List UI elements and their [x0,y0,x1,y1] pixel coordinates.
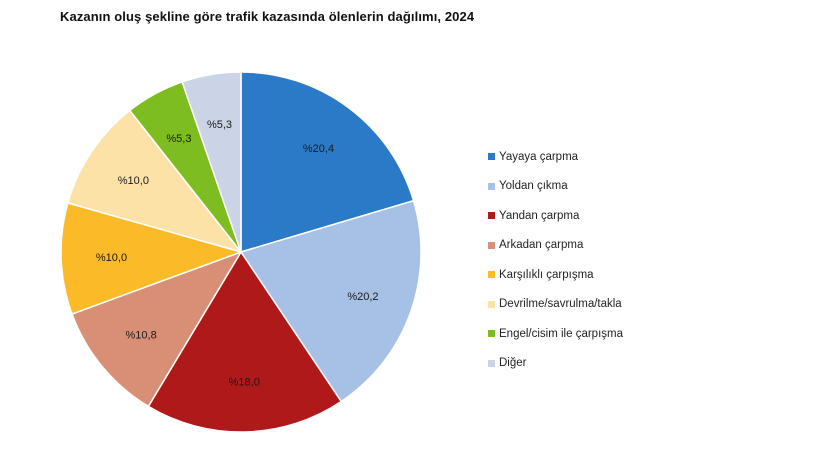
slice-value-label: %20,4 [303,143,334,155]
legend-swatch [488,300,495,308]
legend-item: Devrilme/savrulma/takla [488,290,623,320]
legend-swatch [488,241,495,249]
legend-label: Karşılıklı çarpışma [499,268,594,281]
legend-label: Yandan çarpma [499,209,580,222]
legend-label: Engel/cisim ile çarpışma [499,327,623,340]
slice-value-label: %5,3 [166,133,191,145]
slice-value-label: %5,3 [207,119,232,131]
pie-slice-yoldan-cikma [239,199,422,403]
legend-item: Engel/cisim ile çarpışma [488,319,623,349]
legend-swatch [488,182,495,190]
legend-label: Devrilme/savrulma/takla [499,298,622,311]
slice-value-label: %20,2 [347,291,378,303]
legend-item: Karşılıklı çarpışma [488,260,623,290]
slice-value-label: %10,0 [96,252,127,264]
legend-swatch [488,330,495,338]
legend-swatch [488,271,495,279]
legend-item: Diğer [488,349,623,379]
chart-legend: Yayaya çarpma Yoldan çıkma Yandan çarpma Ar… [488,142,623,378]
legend-item: Yandan çarpma [488,201,623,231]
legend-item: Yayaya çarpma [488,142,623,172]
legend-swatch [488,359,495,367]
pie-slice-yandan-carpma [147,250,343,433]
legend-label: Arkadan çarpma [499,239,584,252]
chart-title: Kazanın oluş şekline göre trafik kazasın… [60,9,475,24]
slice-value-label: %10,0 [118,175,149,187]
pie-slice-arkadan-carpma [71,250,243,408]
legend-label: Diğer [499,357,527,370]
legend-item: Yoldan çıkma [488,172,623,202]
pie-slice-karsilikli-carpisma [60,201,244,315]
legend-swatch [488,153,495,161]
legend-swatch [488,212,495,220]
slice-value-label: %18,0 [229,377,260,389]
pie-slice-devrilme-savrulma-takla [66,109,244,254]
pie-slice-yayaya-carpma [240,71,415,254]
slice-value-label: %10,8 [126,330,157,342]
pie-slice-diger [181,71,242,253]
legend-item: Arkadan çarpma [488,231,623,261]
legend-label: Yoldan çıkma [499,180,568,193]
legend-label: Yayaya çarpma [499,150,579,163]
